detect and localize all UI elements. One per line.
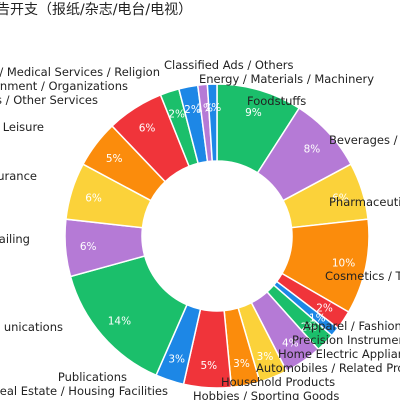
percent-label-apparel-fashion: 2% bbox=[316, 303, 333, 315]
category-label-group: Foodstuffs Beverages / Cigare Pharmaceutic… bbox=[0, 58, 400, 403]
category-label-apparel-fashion: Apparel / Fashion, bbox=[303, 319, 400, 333]
percent-label-ernment-organizations: 2% bbox=[168, 108, 185, 120]
slice-group bbox=[64, 83, 370, 389]
category-label-unications: unications bbox=[4, 320, 63, 334]
category-label-home-electric-applianc: Home Electric Applianc bbox=[278, 347, 400, 361]
category-label-es-other-services: es / Other Services bbox=[0, 93, 98, 107]
category-label-real-estate-housing-facilities: Real Estate / Housing Facilities bbox=[0, 384, 168, 398]
category-label-ion-leisure: ion / Leisure bbox=[0, 120, 44, 134]
category-label-publications: Publications bbox=[58, 370, 127, 384]
percent-label-urance: 6% bbox=[85, 193, 102, 205]
category-label-household-products: Household Products bbox=[221, 375, 335, 389]
percent-label-pharmaceutic: 6% bbox=[332, 193, 349, 205]
category-label-precision-instrumen: Precision Instrumen bbox=[292, 333, 400, 347]
percent-label-unications: 14% bbox=[108, 316, 131, 328]
percent-label-home-electric-applianc: 2% bbox=[301, 322, 318, 334]
category-label-energy-materials-machinery: Energy / Materials / Machinery bbox=[199, 72, 374, 86]
category-label-urance: urance bbox=[0, 169, 37, 183]
category-label-hobbies-sporting-goods: Hobbies / Sporting Goods bbox=[193, 389, 339, 400]
percent-label-es-other-services: 6% bbox=[139, 122, 156, 134]
category-label-ernment-organizations: ernment / Organizations bbox=[0, 79, 128, 93]
percent-label-ion-leisure: 5% bbox=[106, 153, 123, 165]
percent-label-group: 9%8%6%10%2%1%2%4%3%3%5%3%14%6%6%5%6%2% 2%… bbox=[80, 102, 355, 372]
percent-label-automobiles-related-pro: 4% bbox=[282, 337, 299, 349]
category-label-ailing: ailing bbox=[0, 232, 30, 246]
percent-label-n-medical-services-religion: 2% bbox=[184, 104, 201, 116]
percent-label-foodstuffs: 9% bbox=[245, 107, 262, 119]
category-label-foodstuffs: Foodstuffs bbox=[247, 94, 306, 108]
percent-label-precision-instrumen: 1% bbox=[309, 313, 326, 325]
percent-label-classified-ads-others: 1% bbox=[196, 102, 213, 114]
slice-energy-materials-machinery bbox=[206, 83, 218, 162]
category-label-classified-ads-others: Classified Ads / Others bbox=[164, 58, 294, 72]
percent-label-household-products: 3% bbox=[257, 351, 274, 363]
percent-label-real-estate-housing-facilities: 5% bbox=[200, 360, 217, 372]
percent-label-ailing: 6% bbox=[80, 241, 97, 253]
category-label-automobiles-related-pro: Automobiles / Related Pro bbox=[256, 361, 400, 375]
percent-label-energy-materials-machinery: 1% bbox=[205, 102, 222, 114]
chart-title: 告开支（报纸/杂志/电台/电视） bbox=[0, 2, 192, 18]
category-label-cosmetics-to: Cosmetics / To bbox=[325, 269, 400, 283]
percent-label-beverages-cigare: 8% bbox=[304, 143, 321, 155]
category-label-n-medical-services-religion: n / Medical Services / Religion bbox=[0, 65, 160, 79]
percent-label-publications: 3% bbox=[168, 354, 185, 366]
percent-label-hobbies-sporting-goods: 3% bbox=[233, 358, 250, 370]
category-label-pharmaceutic: Pharmaceutic bbox=[329, 195, 400, 209]
category-label-beverages-cigare: Beverages / Cigare bbox=[329, 133, 400, 147]
percent-label-cosmetics-to: 10% bbox=[332, 258, 355, 270]
